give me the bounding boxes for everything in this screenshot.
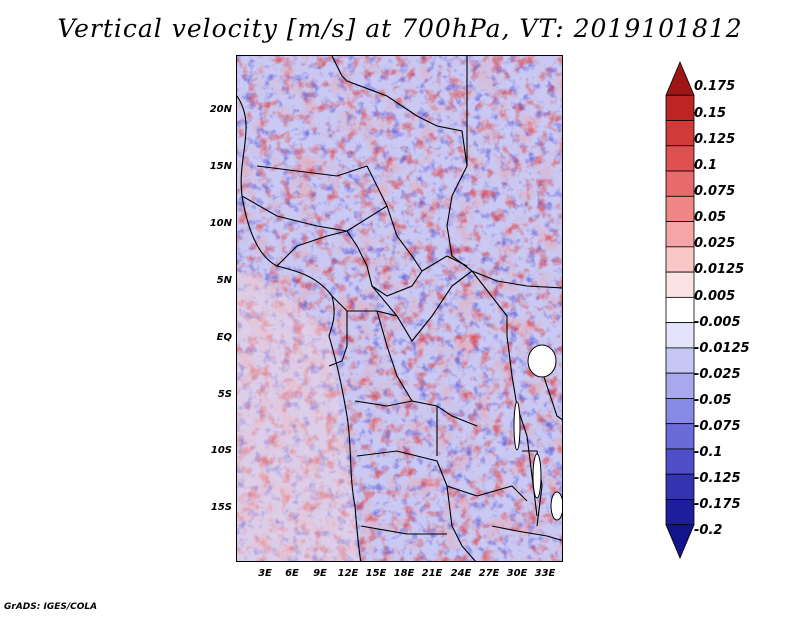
colorbar-label: 0.125 xyxy=(694,132,736,147)
lat-label-5s: 5S xyxy=(217,389,232,400)
lat-label-eq: EQ xyxy=(216,332,232,343)
map-panel xyxy=(236,55,563,562)
lon-label-6e: 6E xyxy=(285,568,299,579)
colorbar-label: -0.1 xyxy=(694,445,723,460)
colorbar-label: -0.2 xyxy=(694,523,723,538)
velocity-field-map xyxy=(237,56,562,561)
colorbar-label: 0.075 xyxy=(694,184,736,199)
colorbar xyxy=(665,60,695,560)
colorbar-segment xyxy=(665,94,695,121)
lat-label-5n: 5N xyxy=(216,275,232,286)
colorbar-label: 0.025 xyxy=(694,236,736,251)
colorbar-segment xyxy=(665,170,695,197)
colorbar-segment xyxy=(665,448,695,475)
lon-label-27e: 27E xyxy=(478,568,500,579)
map-title: Vertical velocity [m/s] at 700hPa, VT: 2… xyxy=(57,14,743,43)
lat-label-10n: 10N xyxy=(209,218,232,229)
colorbar-label: -0.175 xyxy=(694,497,741,512)
lon-label-15e: 15E xyxy=(365,568,387,579)
lon-label-21e: 21E xyxy=(421,568,443,579)
colorbar-label: 0.0125 xyxy=(694,262,745,277)
lat-label-15s: 15S xyxy=(210,502,232,513)
colorbar-label: 0.15 xyxy=(694,106,727,121)
colorbar-segment xyxy=(665,398,695,425)
colorbar-segment xyxy=(665,499,695,526)
colorbar-label: 0.1 xyxy=(694,158,718,173)
lon-label-3e: 3E xyxy=(258,568,272,579)
colorbar-segment xyxy=(665,145,695,172)
lon-label-24e: 24E xyxy=(450,568,472,579)
colorbar-label: 0.05 xyxy=(694,210,727,225)
colorbar-label: 0.005 xyxy=(694,289,736,304)
colorbar-label: -0.125 xyxy=(694,471,741,486)
colorbar-segment xyxy=(665,195,695,222)
colorbar-segment xyxy=(665,322,695,349)
coastlines-and-borders xyxy=(237,56,562,561)
colorbar-label: -0.075 xyxy=(694,419,741,434)
colorbar-label: -0.025 xyxy=(694,367,741,382)
lon-label-18e: 18E xyxy=(393,568,415,579)
lat-label-10s: 10S xyxy=(210,445,232,456)
lat-label-20n: 20N xyxy=(209,104,232,115)
colorbar-segment xyxy=(665,60,695,96)
colorbar-segment xyxy=(665,246,695,273)
colorbar-label: -0.05 xyxy=(694,393,732,408)
colorbar-segment xyxy=(665,221,695,248)
lon-label-12e: 12E xyxy=(337,568,359,579)
lon-label-33e: 33E xyxy=(534,568,556,579)
lon-label-9e: 9E xyxy=(313,568,327,579)
colorbar-segment xyxy=(665,271,695,298)
lat-label-15n: 15N xyxy=(209,161,232,172)
lon-label-30e: 30E xyxy=(506,568,528,579)
colorbar-segment xyxy=(665,347,695,374)
colorbar-label: -0.0125 xyxy=(694,341,750,356)
colorbar-segment xyxy=(665,473,695,500)
colorbar-segment xyxy=(665,524,695,560)
colorbar-label: -0.005 xyxy=(694,315,741,330)
ascent-field xyxy=(237,56,562,561)
software-credit: GrADS: IGES/COLA xyxy=(4,602,98,612)
ocean-region xyxy=(237,271,359,561)
colorbar-segment xyxy=(665,423,695,450)
colorbar-segment xyxy=(665,120,695,147)
colorbar-segment xyxy=(665,372,695,399)
lakes xyxy=(513,344,562,521)
colorbar-label: 0.175 xyxy=(694,79,736,94)
colorbar-segment xyxy=(665,296,695,324)
